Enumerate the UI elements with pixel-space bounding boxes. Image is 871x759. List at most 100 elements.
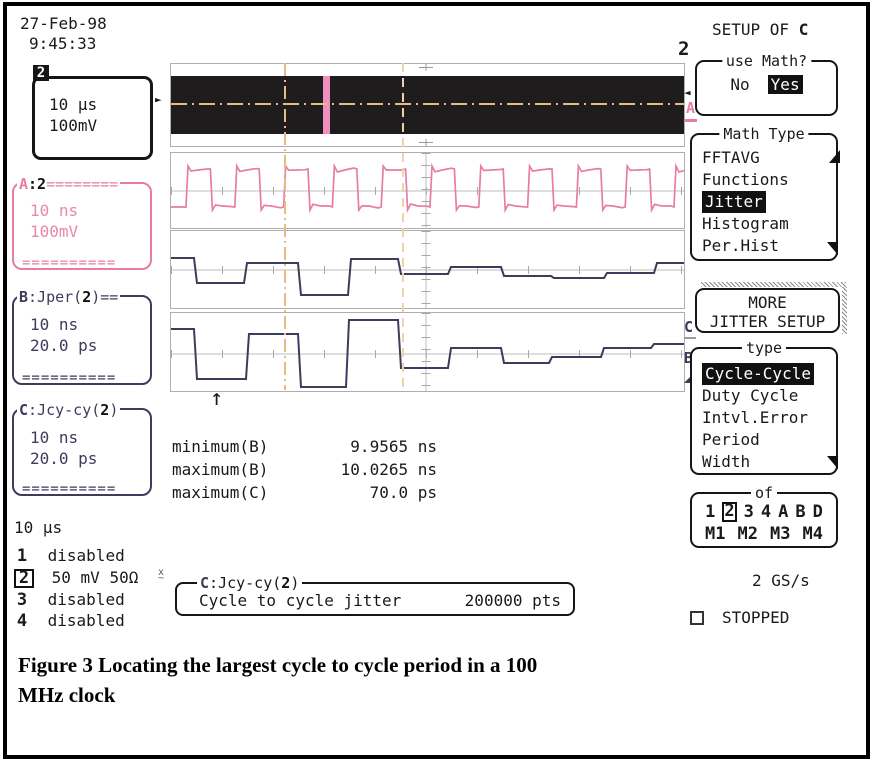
channel-3-row: 3 disabled xyxy=(14,590,125,610)
date-label: 27-Feb-98 xyxy=(20,14,107,33)
measurement-value: 70.0 ps xyxy=(369,483,437,502)
timebase-label: 10 µs xyxy=(14,518,63,537)
trace-c-bottom-dashes: ========== xyxy=(22,481,117,497)
trace-c-title: C:Jcy-cy(2) xyxy=(17,400,121,421)
largest-cycle-arrow-icon: ↑ xyxy=(210,386,224,411)
trace-level-marker-left-icon[interactable]: ► xyxy=(155,93,162,106)
panel-heading: SETUP OF C xyxy=(712,20,809,39)
use-math-box: use Math? No Yes xyxy=(695,52,838,116)
menu-item-cycle-cycle[interactable]: Cycle-Cycle xyxy=(692,363,836,385)
points-count: 200000 pts xyxy=(464,591,561,610)
scroll-down-icon[interactable] xyxy=(827,242,838,255)
measurement-value: 10.0265 ns xyxy=(340,460,437,479)
source-3[interactable]: 3 xyxy=(743,502,754,522)
channel-4-row: 4 disabled xyxy=(14,611,125,631)
source-4[interactable]: 4 xyxy=(760,502,772,522)
source-of-menu: of 1 2 3 4 A B D M1 M2 M3 M4 xyxy=(690,484,838,548)
more-jitter-setup-button[interactable]: MORE JITTER SETUP xyxy=(695,288,840,333)
trace-a-marker-underline xyxy=(685,119,697,122)
ch2-band-waveform xyxy=(171,64,684,146)
trace-c-marker-underline xyxy=(684,337,696,339)
jitter-type-menu: type Cycle-Cycle Duty Cycle Intvl.Error … xyxy=(690,339,838,475)
menu-item-fftavg[interactable]: FFTAVG xyxy=(702,148,760,167)
parameter-readouts: minimum(B) 9.9565 ns maximum(B) 10.0265 … xyxy=(172,437,437,506)
vertical-cursor-2[interactable] xyxy=(402,63,404,390)
scroll-up-icon[interactable] xyxy=(829,150,840,163)
more-button-shadow-right xyxy=(842,287,847,334)
menu-item-perhist[interactable]: Per.Hist xyxy=(702,236,780,255)
source-of-title: of xyxy=(750,484,778,502)
grid-trace-c xyxy=(170,312,685,392)
source-b[interactable]: B xyxy=(795,502,806,522)
source-2[interactable]: 2 xyxy=(722,501,737,522)
source-m2[interactable]: M2 xyxy=(737,524,758,544)
channel-2-row: 2 50 mV 50Ω x ~ xyxy=(14,568,164,588)
trace-b-vscale: 20.0 ps xyxy=(30,336,98,355)
source-m3[interactable]: M3 xyxy=(770,524,791,544)
top-right-channel-marker: 2 xyxy=(678,38,690,60)
measurement-row: maximum(C) 70.0 ps xyxy=(172,483,437,506)
menu-item-jitter[interactable]: Jitter xyxy=(692,191,836,213)
source-d[interactable]: D xyxy=(812,502,823,522)
math-c-info-box: C:Jcy-cy(2) Cycle to cycle jitter 200000… xyxy=(175,574,575,616)
channel-4-number: 4 xyxy=(16,611,28,631)
source-1[interactable]: 1 xyxy=(705,502,716,522)
channel-4-status: disabled xyxy=(47,611,125,630)
grid-trace-a xyxy=(170,152,685,229)
measurement-label: maximum(C) xyxy=(172,483,269,502)
trace-a-waveform xyxy=(171,153,684,228)
trace-a-hscale: 10 ns xyxy=(30,201,79,220)
measurement-label: maximum(B) xyxy=(172,460,269,479)
menu-item-duty-cycle[interactable]: Duty Cycle xyxy=(702,386,799,405)
trace-a-vscale: 100mV xyxy=(30,222,79,241)
jitter-description: Cycle to cycle jitter xyxy=(199,591,402,610)
source-m1[interactable]: M1 xyxy=(705,524,726,544)
vertical-cursor-1[interactable] xyxy=(284,63,286,390)
trigger-level-marker-icon[interactable]: ◄ xyxy=(684,86,691,99)
menu-item-width[interactable]: Width xyxy=(702,452,751,471)
trace-descriptor-c[interactable]: C:Jcy-cy(2) 10 ns 20.0 ps ========== xyxy=(12,400,152,497)
source-a[interactable]: A xyxy=(778,502,789,522)
trace-c-marker: C xyxy=(684,318,694,336)
channel-3-number: 3 xyxy=(16,590,28,610)
trace-descriptor-ch2[interactable]: 2 10 µs 100mV xyxy=(32,65,153,160)
figure-caption: Figure 3 Locating the largest cycle to c… xyxy=(18,653,538,707)
type-scroll-down-icon[interactable] xyxy=(827,456,838,469)
use-math-option-yes[interactable]: Yes xyxy=(767,75,803,94)
measurement-row: minimum(B) 9.9565 ns xyxy=(172,437,437,460)
menu-item-histogram[interactable]: Histogram xyxy=(702,214,789,233)
source-m4[interactable]: M4 xyxy=(802,524,823,544)
grid-trace-b xyxy=(170,230,685,309)
trace-a-bottom-dashes: ========== xyxy=(22,255,117,271)
math-type-menu: Math Type FFTAVG Functions Jitter Histog… xyxy=(690,125,838,261)
clock-wave-path xyxy=(171,162,684,214)
channel-3-status: disabled xyxy=(47,590,125,609)
menu-item-intvl-error[interactable]: Intvl.Error xyxy=(702,408,808,427)
menu-item-period[interactable]: Period xyxy=(702,430,760,449)
trace-b-flag-icon xyxy=(684,372,695,383)
menu-item-functions[interactable]: Functions xyxy=(702,170,789,189)
measurement-label: minimum(B) xyxy=(172,437,269,456)
sample-rate-label: 2 GS/s xyxy=(752,571,810,590)
use-math-option-no[interactable]: No xyxy=(730,75,750,94)
grid-ch2 xyxy=(170,63,685,147)
math-type-title: Math Type xyxy=(719,125,809,143)
trace-c-hscale: 10 ns xyxy=(30,428,79,447)
math-c-info-title: C:Jcy-cy(2) xyxy=(197,574,303,592)
channel-2-number: 2 xyxy=(14,569,34,588)
channel-1-number: 1 xyxy=(16,546,28,566)
ch2-vscale: 100mV xyxy=(49,116,98,135)
datetime: 27-Feb-98 9:45:33 xyxy=(20,14,107,54)
channel-2-tab: 2 xyxy=(33,65,49,81)
acquisition-status: STOPPED xyxy=(722,608,790,627)
more-button-shadow-top xyxy=(701,282,846,287)
channel-2-status: 50 mV 50Ω xyxy=(51,568,139,587)
trace-b-bottom-dashes: ========== xyxy=(22,370,117,386)
trace-c-waveform xyxy=(171,313,684,391)
trace-b-title: B:Jper(2)== xyxy=(17,287,121,308)
time-label: 9:45:33 xyxy=(29,34,97,53)
trace-b-hscale: 10 ns xyxy=(30,315,79,334)
trace-descriptor-a[interactable]: A:2======== 10 ns 100mV ========== xyxy=(12,174,152,271)
trace-descriptor-b[interactable]: B:Jper(2)== 10 ns 20.0 ps ========== xyxy=(12,287,152,386)
